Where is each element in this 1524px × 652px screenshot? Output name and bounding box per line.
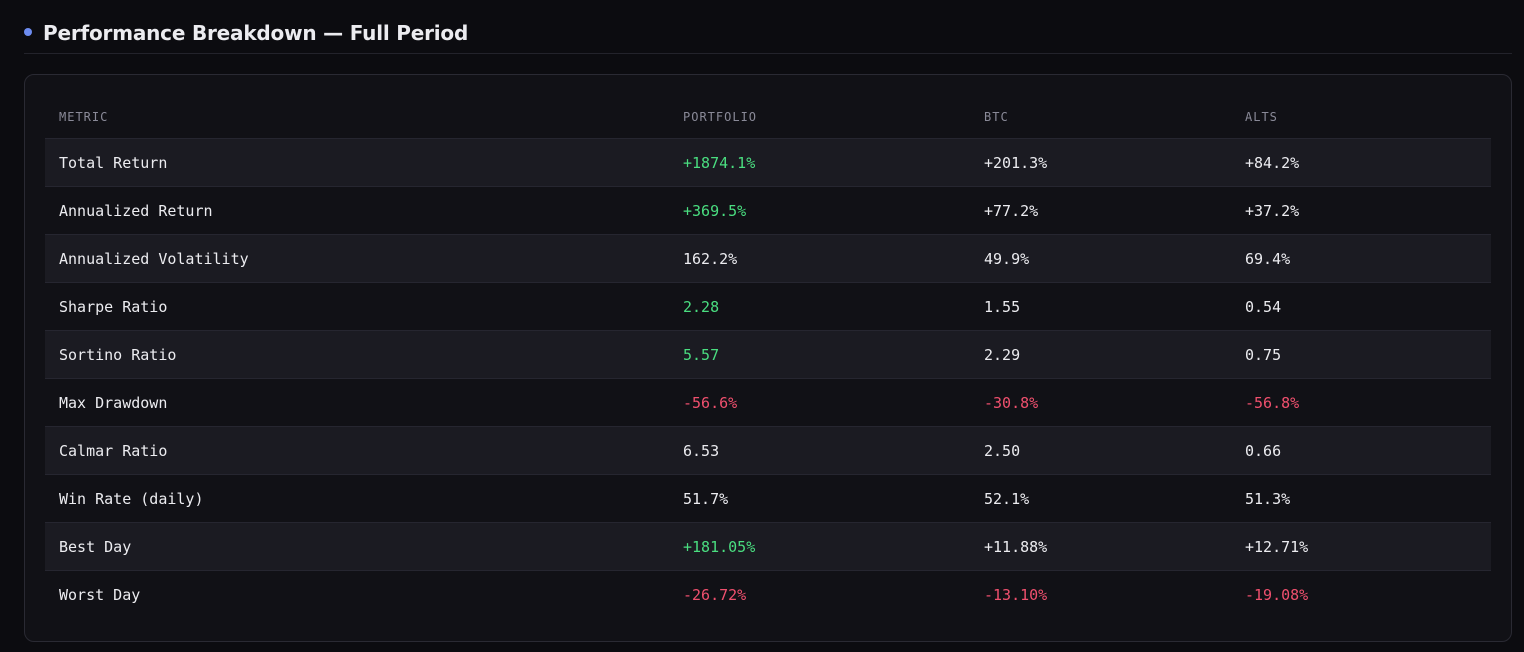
cell-btc: 52.1% xyxy=(970,474,1231,523)
cell-portfolio: +181.05% xyxy=(669,522,970,571)
cell-alts: 0.75 xyxy=(1231,330,1491,379)
cell-alts: 0.66 xyxy=(1231,426,1491,475)
cell-btc: +201.3% xyxy=(970,138,1231,187)
section-title: Performance Breakdown — Full Period xyxy=(43,20,469,45)
cell-metric: Sharpe Ratio xyxy=(45,282,669,331)
section-bullet-dot-icon xyxy=(24,28,32,36)
cell-alts: 51.3% xyxy=(1231,474,1491,523)
cell-btc: 2.50 xyxy=(970,426,1231,475)
cell-alts: 69.4% xyxy=(1231,234,1491,283)
cell-portfolio: 5.57 xyxy=(669,330,970,379)
cell-alts: -56.8% xyxy=(1231,378,1491,427)
cell-metric: Best Day xyxy=(45,522,669,571)
cell-portfolio: 162.2% xyxy=(669,234,970,283)
column-header-metric[interactable]: METRIC xyxy=(45,95,669,139)
cell-portfolio: +369.5% xyxy=(669,186,970,235)
cell-portfolio: 51.7% xyxy=(669,474,970,523)
cell-portfolio: +1874.1% xyxy=(669,138,970,187)
cell-portfolio: -56.6% xyxy=(669,378,970,427)
section-header: Performance Breakdown — Full Period xyxy=(24,12,1512,54)
performance-card: METRIC PORTFOLIO BTC ALTS Total Return +1… xyxy=(24,74,1512,642)
cell-btc: 49.9% xyxy=(970,234,1231,283)
cell-metric: Annualized Return xyxy=(45,186,669,235)
table-row: Worst Day -26.72% -13.10% -19.08% xyxy=(45,571,1491,619)
cell-portfolio: 6.53 xyxy=(669,426,970,475)
cell-metric: Annualized Volatility xyxy=(45,234,669,283)
column-header-portfolio[interactable]: PORTFOLIO xyxy=(669,95,970,139)
table-row: Sharpe Ratio 2.28 1.55 0.54 xyxy=(45,282,1491,331)
cell-metric: Calmar Ratio xyxy=(45,426,669,475)
cell-alts: +84.2% xyxy=(1231,138,1491,187)
performance-table: METRIC PORTFOLIO BTC ALTS Total Return +1… xyxy=(45,95,1491,618)
table-row: Annualized Return +369.5% +77.2% +37.2% xyxy=(45,186,1491,235)
cell-metric: Sortino Ratio xyxy=(45,330,669,379)
cell-portfolio: -26.72% xyxy=(683,585,747,604)
cell-btc: +11.88% xyxy=(970,522,1231,571)
cell-alts: -19.08% xyxy=(1245,585,1309,604)
cell-metric: Worst Day xyxy=(59,585,141,604)
table-row: Annualized Volatility 162.2% 49.9% 69.4% xyxy=(45,234,1491,283)
cell-metric: Total Return xyxy=(45,138,669,187)
table-header-row: METRIC PORTFOLIO BTC ALTS xyxy=(45,95,1491,139)
cell-btc: +77.2% xyxy=(970,186,1231,235)
cell-portfolio: 2.28 xyxy=(669,282,970,331)
cell-metric: Max Drawdown xyxy=(45,378,669,427)
cell-metric: Win Rate (daily) xyxy=(45,474,669,523)
table-body: Total Return +1874.1% +201.3% +84.2% Annuali… xyxy=(45,138,1491,619)
cell-btc: 1.55 xyxy=(970,282,1231,331)
column-header-alts[interactable]: ALTS xyxy=(1231,95,1491,139)
table-row: Total Return +1874.1% +201.3% +84.2% xyxy=(45,138,1491,187)
table-row: Best Day +181.05% +11.88% +12.71% xyxy=(45,522,1491,571)
cell-btc: -30.8% xyxy=(970,378,1231,427)
column-header-btc[interactable]: BTC xyxy=(970,95,1231,139)
cell-alts: +37.2% xyxy=(1231,186,1491,235)
table-row: Sortino Ratio 5.57 2.29 0.75 xyxy=(45,330,1491,379)
table-row: Calmar Ratio 6.53 2.50 0.66 xyxy=(45,426,1491,475)
table-row: Win Rate (daily) 51.7% 52.1% 51.3% xyxy=(45,474,1491,523)
cell-btc: 2.29 xyxy=(970,330,1231,379)
table-row: Max Drawdown -56.6% -30.8% -56.8% xyxy=(45,378,1491,427)
cell-alts: 0.54 xyxy=(1231,282,1491,331)
cell-alts: +12.71% xyxy=(1231,522,1491,571)
cell-btc: -13.10% xyxy=(984,585,1048,604)
